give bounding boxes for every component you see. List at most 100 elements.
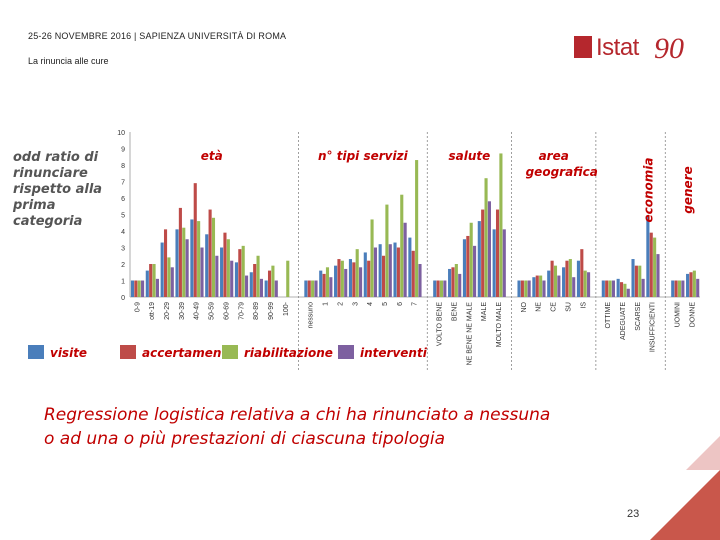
y-axis-title-line: categoria [13,214,83,229]
bar-accertamenti [322,273,326,297]
bar-visite [517,280,521,297]
x-tick-label: 7 [412,302,419,306]
bar-riabilitazione [623,283,627,297]
bar-accertamenti [134,280,138,297]
bar-riabilitazione [137,280,141,297]
bar-accertamenti [619,282,624,297]
legend-swatch [338,345,354,359]
bar-riabilitazione [677,280,682,297]
bar-riabilitazione [568,259,572,297]
y-axis-title-line: rinunciare [13,166,88,181]
bar-interventi [502,229,506,297]
bar-riabilitazione [355,249,359,297]
bar-riabilitazione [197,221,201,297]
x-tick-label: 0-9 [134,302,141,312]
bar-riabilitazione [469,222,473,297]
bar-interventi [418,264,422,297]
x-tick-label: 100- [283,301,290,316]
bar-visite [532,277,536,297]
bar-visite [348,259,352,297]
bar-riabilitazione [553,265,558,297]
bar-riabilitazione [370,219,374,297]
bar-riabilitazione [340,260,344,297]
x-tick-label: NO [521,301,528,312]
bar-visite [160,242,164,297]
y-axis-title-line: odd ratio di [13,150,99,165]
bar-visite [562,267,566,297]
istat-logo: Istat 90 [574,32,692,68]
bar-interventi [359,267,363,297]
bar-accertamenti [580,249,584,297]
y-tick-label: 1 [121,279,125,286]
bar-accertamenti [535,275,539,297]
x-tick-label: 70-79 [238,302,245,320]
bar-riabilitazione [539,275,543,297]
bar-accertamenti [238,249,242,297]
bar-riabilitazione [524,280,528,297]
bar-riabilitazione [499,153,503,297]
bar-accertamenti [307,280,311,297]
bar-interventi [141,280,145,297]
bar-visite [319,270,323,297]
bar-interventi [274,280,278,297]
legend-swatch [28,345,44,359]
x-tick-label: UOMINI [675,302,682,327]
bar-accertamenti [396,247,400,297]
bar-interventi [185,239,189,297]
x-tick-label: IS [580,302,587,309]
y-tick-label: 9 [121,147,125,154]
x-tick-label: 50-59 [209,302,216,320]
bar-interventi [170,267,174,297]
x-tick-label: 60-69 [223,302,230,320]
bar-visite [462,239,466,297]
legend-swatch [120,345,136,359]
y-tick-label: 0 [121,295,125,302]
group-label: area [539,149,569,163]
x-tick-label: 80-89 [253,302,260,320]
y-axis-title: odd ratio di rinunciare rispetto alla pr… [13,150,113,230]
bar-riabilitazione [583,270,587,297]
bar-interventi [388,244,392,297]
bar-interventi [587,272,591,297]
bar-interventi [155,278,159,297]
bar-visite [393,242,397,297]
bar-interventi [473,245,477,297]
bar-visite [616,278,620,297]
x-tick-label: 2 [337,302,344,306]
caption-line: Regressione logistica relativa a chi ha … [44,405,551,425]
bar-accertamenti [634,265,638,297]
bar-interventi [329,277,333,297]
bar-accertamenti [550,260,554,297]
bar-interventi [696,278,700,297]
bar-interventi [557,275,561,297]
x-tick-label: SU [565,302,572,312]
bar-visite [249,272,253,297]
bar-visite [130,280,134,297]
bar-riabilitazione [385,204,389,297]
bar-riabilitazione [484,178,488,297]
bar-interventi [200,247,204,297]
bar-accertamenti [253,264,257,297]
bar-accertamenti [605,280,609,297]
legend-swatch [222,345,238,359]
bar-chart-svg: 0 1 2 3 4 5 6 7 8 9 10 0-9 ott-19 20-29 30-39 40-49 50-5… [28,130,700,372]
bar-interventi [681,280,685,297]
bar-accertamenti [267,270,272,297]
decorative-corner-light [686,436,720,470]
bar-visite [145,270,149,297]
group-label: genere [681,166,695,213]
legend-label: visite [50,346,87,360]
group-label: geografica [526,165,598,179]
legend-label: riabilitazione [244,346,333,360]
bar-interventi [443,280,447,297]
group-label: n° tipi servizi [318,149,409,163]
bar-interventi [656,254,660,297]
bar-interventi [245,275,249,297]
bar-visite [264,280,268,297]
x-tick-label: VOLTO BENE [437,302,444,346]
bar-visite [448,268,452,297]
bar-interventi [344,268,348,297]
x-tick-label: CE [551,302,558,312]
y-tick-label: 3 [121,246,125,253]
y-tick-label: 10 [117,130,125,137]
